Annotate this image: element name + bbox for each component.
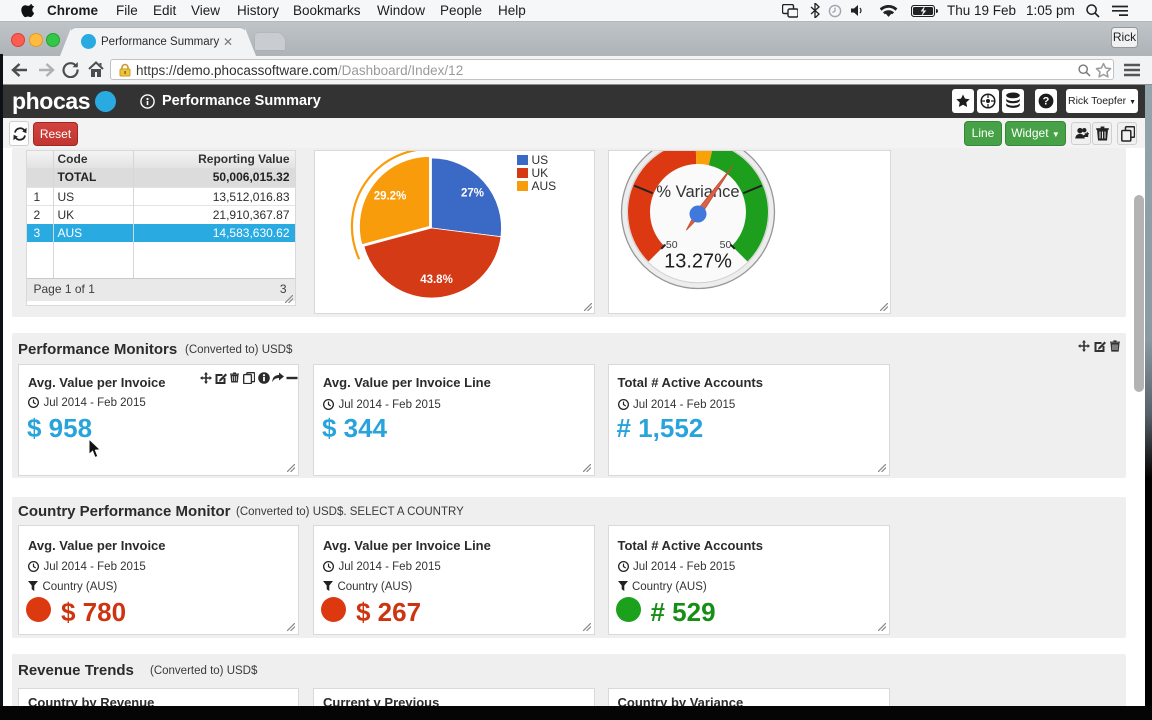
svg-text:29.2%: 29.2%	[373, 191, 406, 203]
svg-text:50: 50	[720, 239, 732, 251]
svg-text:13.27%: 13.27%	[664, 251, 732, 273]
svg-text:% Variance: % Variance	[656, 183, 739, 201]
svg-text:27%: 27%	[460, 188, 483, 200]
svg-text:43.8%: 43.8%	[420, 274, 453, 286]
svg-text:?: ?	[1043, 96, 1050, 108]
svg-text:-50: -50	[662, 239, 677, 251]
